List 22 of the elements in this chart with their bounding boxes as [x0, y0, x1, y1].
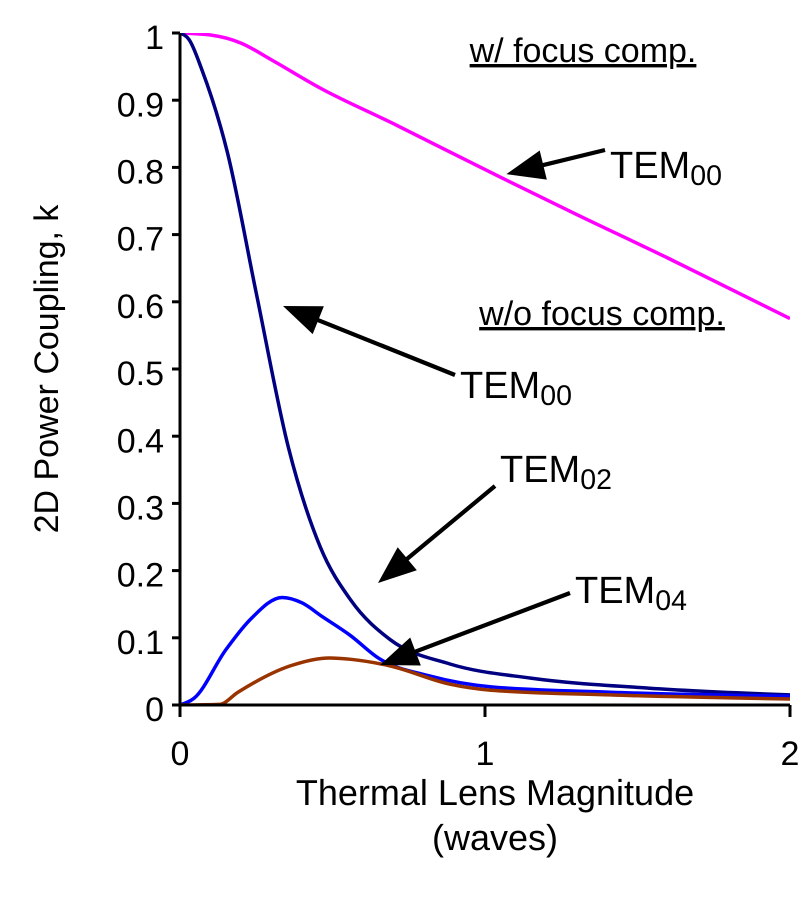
x-tick-label: 1 [476, 735, 494, 774]
y-tick-label: 0.9 [116, 86, 164, 124]
y-tick-label: 0.7 [116, 220, 164, 259]
annotation: TEM$_{00}$ [610, 145, 722, 192]
annotation: TEM$_{04}$ [575, 570, 688, 618]
y-tick-label: 0 [145, 691, 164, 730]
annotation: TEM$_{02}$ [500, 449, 612, 496]
y-axis-title: 2D Power Coupling, k [28, 204, 66, 534]
y-tick-label: 0.3 [116, 489, 164, 528]
y-tick-label: 0.6 [116, 288, 164, 326]
y-tick-label: 0.2 [116, 556, 164, 595]
y-tick-label: 1 [145, 19, 164, 58]
annotation: w/o focus comp. [478, 295, 725, 333]
y-tick-label: 0.5 [116, 355, 164, 394]
x-tick-label: 2 [780, 735, 800, 774]
y-tick-label: 0.4 [116, 422, 164, 460]
annotation: TEM$_{00}$ [460, 365, 572, 412]
y-tick-label: 0.1 [116, 624, 164, 662]
y-tick-label: 0.8 [116, 153, 164, 192]
annotation: w/ focus comp. [468, 32, 696, 70]
x-axis-title: Thermal Lens Magnitude (waves) [296, 772, 694, 858]
x-tick-label: 0 [170, 735, 190, 774]
